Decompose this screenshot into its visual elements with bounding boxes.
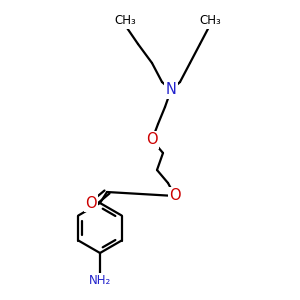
Text: CH₃: CH₃ (114, 14, 136, 28)
Text: NH₂: NH₂ (89, 274, 111, 287)
Text: CH₃: CH₃ (199, 14, 221, 28)
Text: O: O (146, 133, 158, 148)
Text: O: O (85, 196, 97, 211)
Text: N: N (166, 82, 176, 98)
Text: O: O (169, 188, 181, 203)
